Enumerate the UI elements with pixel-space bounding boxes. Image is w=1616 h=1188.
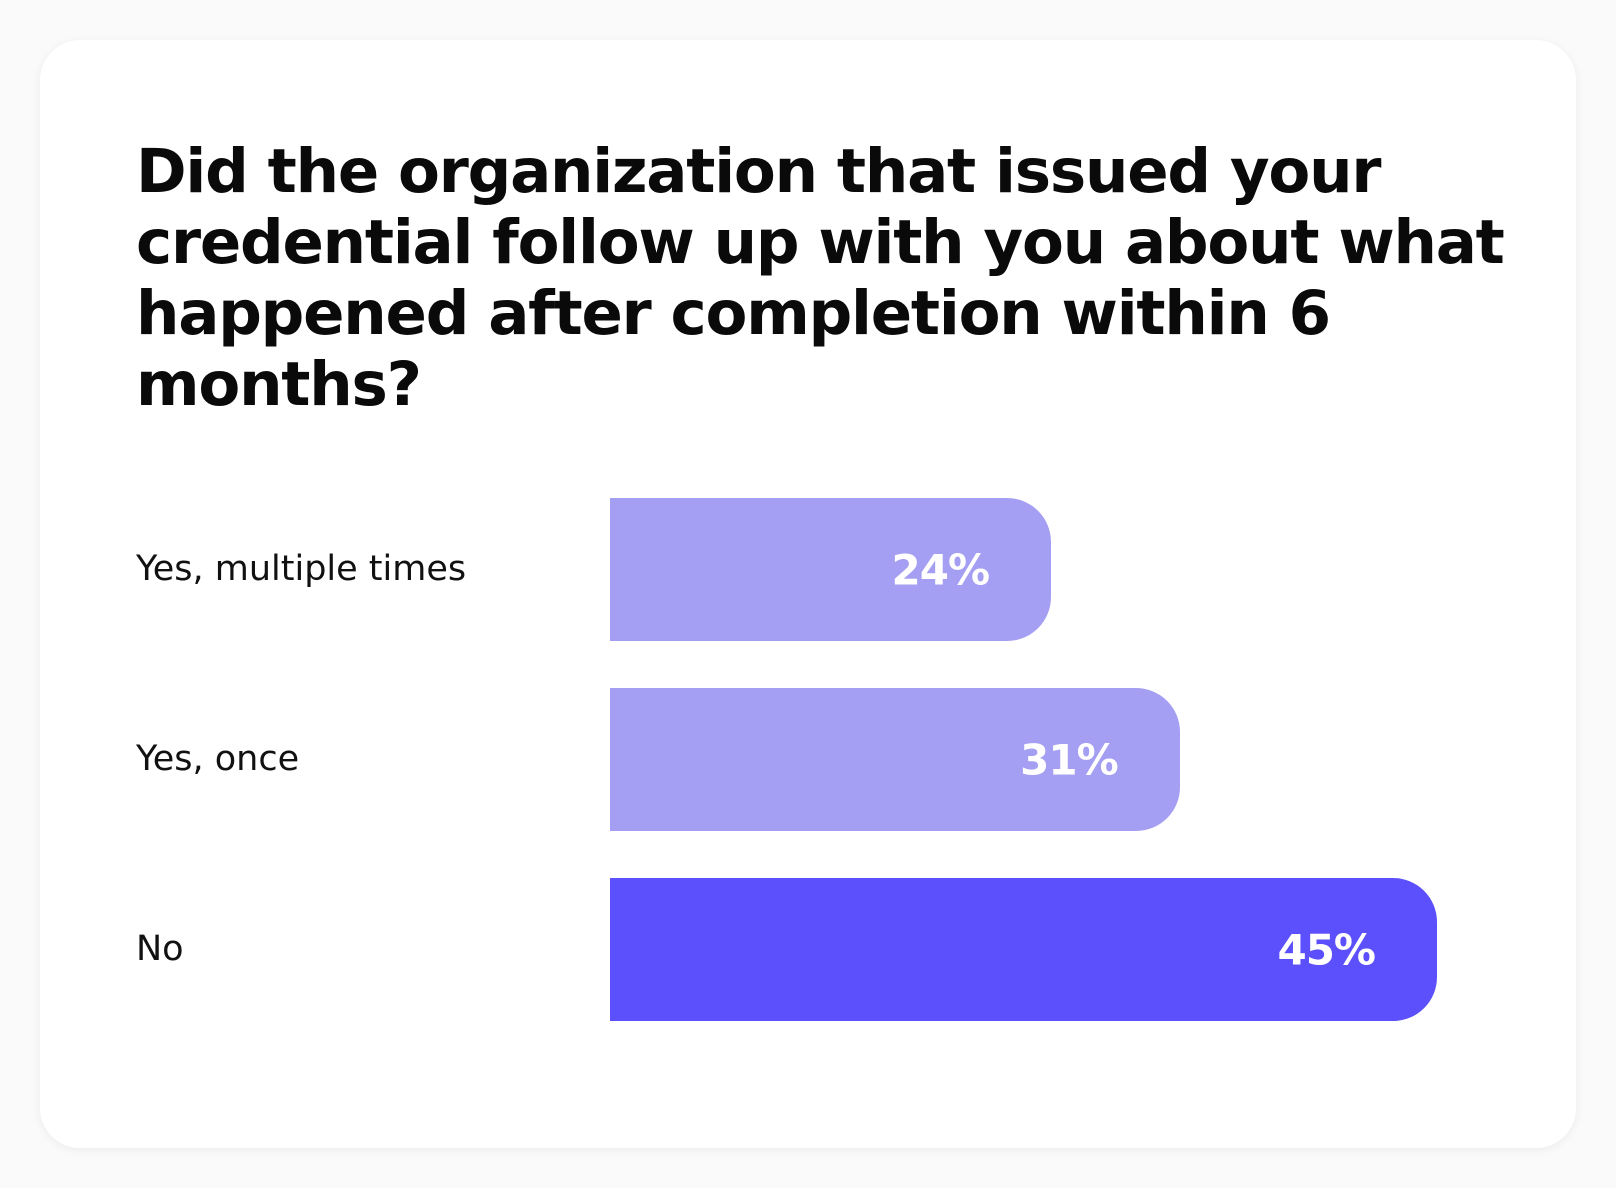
bar-value-label: 24% bbox=[891, 545, 991, 595]
category-label: Yes, once bbox=[136, 739, 300, 779]
chart-title: Did the organization that issued your cr… bbox=[136, 136, 1505, 420]
chart-card: Did the organization that issued your cr… bbox=[40, 40, 1576, 1148]
bar-value-label: 31% bbox=[1020, 735, 1119, 785]
bar bbox=[610, 497, 1052, 641]
category-label: No bbox=[136, 929, 184, 969]
bar bbox=[610, 687, 1180, 831]
bar bbox=[610, 877, 1437, 1021]
category-label: Yes, multiple times bbox=[136, 549, 467, 589]
bar-chart: Yes, multiple times 24% Yes, once 31% No 45% bbox=[40, 40, 1576, 1148]
bar-value-label: 45% bbox=[1277, 925, 1376, 975]
